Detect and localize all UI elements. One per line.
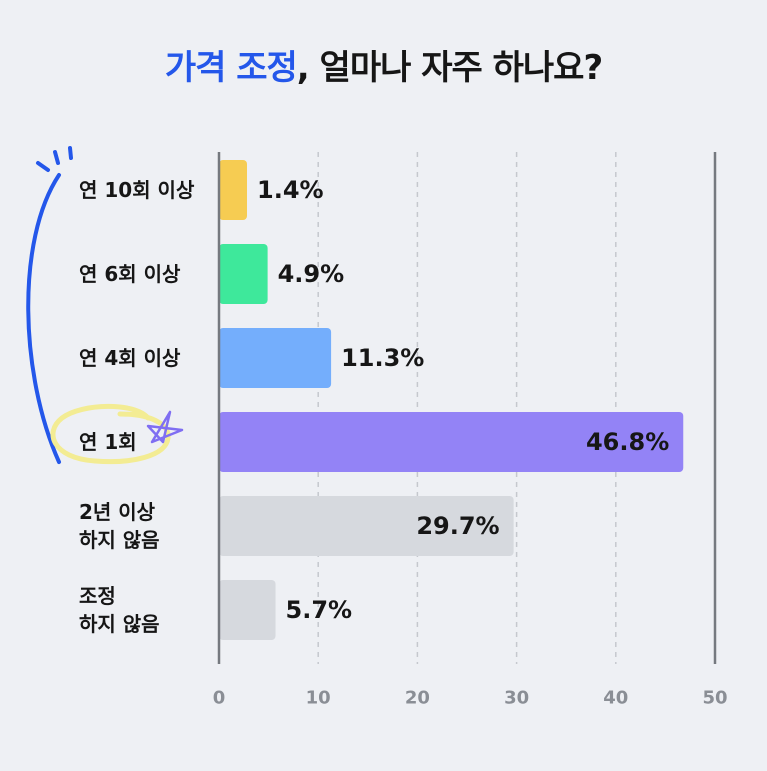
x-tick-label: 50 xyxy=(702,688,727,709)
category-label: 연 4회 이상 xyxy=(79,346,181,370)
bar xyxy=(219,496,514,556)
value-labels: 1.4% 4.9% 11.3% 46.8% 29.7% 5.7% xyxy=(257,176,669,624)
star-icon xyxy=(146,410,184,444)
bar xyxy=(219,328,332,388)
value-label: 4.9% xyxy=(278,260,345,288)
sparkle-stroke xyxy=(68,146,73,160)
category-label: 연 1회 xyxy=(79,430,137,454)
value-label: 46.8% xyxy=(586,428,669,456)
category-label: 연 6회 이상 xyxy=(79,262,181,286)
chart-title-rest: , 얼마나 자주 하나요? xyxy=(296,48,603,88)
x-tick-labels: 0 10 20 30 40 50 xyxy=(213,688,728,709)
bar xyxy=(219,160,247,220)
category-label: 조정 xyxy=(79,584,116,608)
category-label: 하지 않음 xyxy=(79,612,160,636)
category-label: 연 10회 이상 xyxy=(79,178,195,202)
x-tick-label: 30 xyxy=(504,688,529,709)
annotation-decor xyxy=(26,146,184,465)
bar xyxy=(219,412,684,472)
sparkle-stroke xyxy=(53,150,60,165)
bar xyxy=(219,580,276,640)
category-label: 2년 이상 xyxy=(79,500,156,524)
value-label: 29.7% xyxy=(416,512,499,540)
bracket-arc xyxy=(26,173,61,464)
chart-title-accent: 가격 조정 xyxy=(164,48,298,88)
bars xyxy=(219,160,684,640)
bar xyxy=(219,244,268,304)
category-label: 하지 않음 xyxy=(79,528,160,552)
value-label: 1.4% xyxy=(257,176,324,204)
value-label: 11.3% xyxy=(341,344,424,372)
axes xyxy=(217,152,717,664)
x-tick-label: 0 xyxy=(213,688,226,709)
sparkle-stroke xyxy=(36,161,50,172)
x-tick-label: 20 xyxy=(405,688,430,709)
chart-title: 가격 조정, 얼마나 자주 하나요? xyxy=(0,40,767,89)
x-tick-label: 40 xyxy=(603,688,628,709)
x-tick-label: 10 xyxy=(306,688,331,709)
value-label: 5.7% xyxy=(286,596,353,624)
grid-lines xyxy=(317,152,617,664)
